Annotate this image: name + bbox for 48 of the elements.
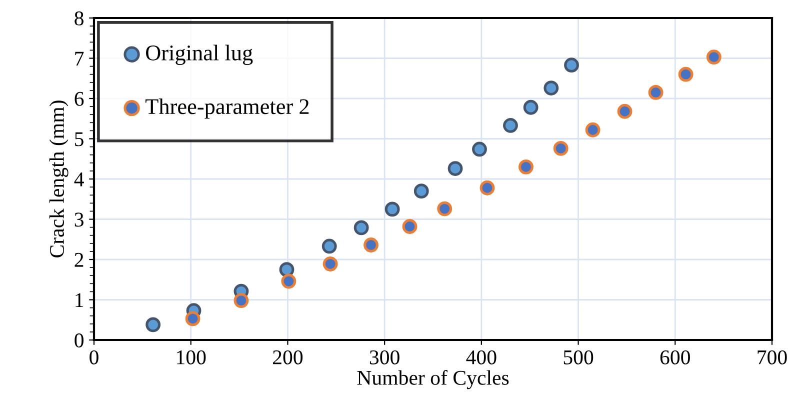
y-tick-label: 3 [74, 212, 84, 227]
legend-label: Three-parameter 2 [146, 98, 309, 119]
y-tick-label: 8 [74, 11, 84, 26]
point [185, 311, 200, 326]
point [281, 274, 296, 289]
point [648, 85, 664, 100]
x-tick-label: 400 [466, 350, 496, 364]
point [678, 66, 694, 82]
point [480, 180, 495, 196]
x-tick-label: 0 [90, 350, 98, 364]
y-axis-title: Crack length (mm) [49, 100, 68, 258]
point [448, 161, 463, 176]
x-tick-label: 200 [273, 350, 303, 364]
point [518, 159, 534, 174]
point [322, 238, 337, 254]
point [544, 80, 559, 96]
point [146, 317, 161, 332]
x-tick-label: 100 [177, 350, 206, 364]
point [564, 58, 579, 73]
point [437, 201, 452, 216]
point [364, 238, 378, 252]
point [585, 122, 600, 138]
y-tick-label: 6 [74, 92, 84, 106]
x-tick-label: 700 [758, 350, 787, 364]
legend-label: Original lug [146, 44, 253, 66]
x-tick-label: 300 [370, 350, 400, 364]
point [402, 219, 418, 234]
point [553, 140, 568, 156]
point [706, 50, 722, 65]
y-tick-label: 2 [74, 252, 84, 267]
point [617, 104, 632, 119]
y-tick-label: 4 [74, 172, 84, 186]
point [322, 256, 338, 272]
point [414, 184, 429, 199]
x-axis-title: Number of Cycles [357, 370, 509, 390]
x-tick-label: 500 [564, 350, 594, 364]
x-tick-label: 600 [660, 350, 690, 364]
y-tick-label: 7 [75, 52, 84, 66]
y-tick-label: 1 [76, 293, 84, 307]
point [234, 293, 249, 308]
point [279, 262, 294, 278]
y-tick-label: 5 [75, 132, 84, 146]
point [354, 220, 369, 236]
point [384, 202, 400, 217]
point [503, 118, 518, 133]
point [472, 142, 487, 157]
y-tick-label: 0 [74, 333, 84, 348]
point [523, 100, 538, 115]
